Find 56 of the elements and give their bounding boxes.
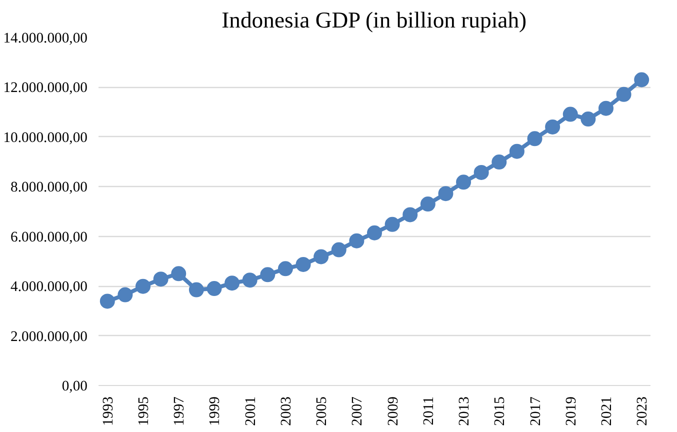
- point: [118, 287, 133, 302]
- y-tick-label: 12.000.000,00: [3, 80, 88, 96]
- point: [402, 207, 418, 222]
- point: [188, 282, 204, 298]
- y-tick-label: 14.000.000,00: [3, 30, 88, 46]
- point: [598, 100, 614, 116]
- x-tick-label: 1995: [136, 396, 152, 426]
- y-tick-label: 6.000.000,00: [10, 229, 88, 246]
- point: [349, 233, 364, 248]
- y-tick-label: 0,00: [62, 378, 88, 394]
- y-tick-label: 8.000.000,00: [10, 180, 88, 196]
- point: [296, 256, 311, 272]
- point: [474, 164, 489, 180]
- point: [634, 72, 650, 88]
- point: [314, 249, 329, 264]
- y-tick-label: 2.000.000,00: [10, 328, 88, 345]
- point: [616, 86, 632, 102]
- point: [100, 294, 115, 309]
- x-tick-label: 2015: [492, 396, 508, 426]
- y-tick-label: 4.000.000,00: [10, 279, 88, 296]
- x-tick-label: 2023: [634, 396, 651, 426]
- point: [562, 106, 578, 122]
- x-tick-label: 2011: [420, 396, 437, 426]
- point: [242, 272, 258, 288]
- point: [136, 278, 151, 294]
- point: [438, 186, 454, 202]
- x-tick-label: 1999: [207, 396, 224, 426]
- point: [420, 196, 436, 212]
- x-tick-label: 2007: [350, 396, 366, 426]
- x-tick-label: 2005: [314, 396, 330, 426]
- x-tick-label: 1993: [100, 396, 116, 426]
- x-tick-label: 2017: [528, 396, 544, 426]
- point: [367, 225, 382, 240]
- x-tick-label: 2009: [385, 396, 402, 426]
- point: [224, 276, 240, 291]
- point: [206, 281, 222, 296]
- x-tick-label: 2013: [456, 396, 473, 426]
- chart-title: Indonesia GDP (in billion rupiah): [222, 8, 527, 32]
- point: [153, 272, 168, 287]
- point: [331, 242, 346, 258]
- point: [492, 154, 507, 170]
- point: [580, 112, 596, 127]
- x-tick-label: 2003: [278, 396, 294, 426]
- y-tick-label: 10.000.000,00: [3, 130, 88, 146]
- point: [545, 120, 560, 134]
- point: [171, 266, 186, 282]
- point: [509, 144, 524, 159]
- x-tick-label: 2021: [598, 396, 615, 426]
- point: [527, 131, 542, 146]
- point: [278, 261, 293, 276]
- point: [260, 267, 276, 282]
- point: [456, 174, 472, 190]
- point: [384, 216, 400, 232]
- x-tick-label: 1997: [172, 396, 188, 426]
- x-tick-label: 2001: [242, 396, 259, 426]
- x-tick-label: 2019: [563, 396, 580, 426]
